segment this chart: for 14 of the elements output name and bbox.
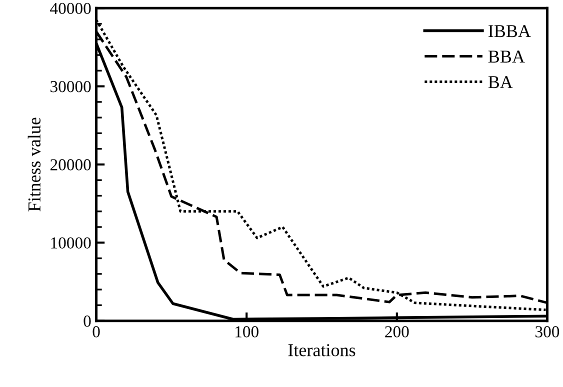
y-tick-label: 20000 [50,159,91,170]
legend-label: IBBA [488,25,531,38]
x-tick-label: 100 [236,326,258,338]
y-tick-label: 30000 [50,81,91,92]
legend-label: BA [488,76,513,88]
legend-label: BBA [488,50,525,63]
y-tick-label: 0 [84,316,91,327]
x-axis-title: Iterations [288,344,356,356]
x-tick-label: 200 [385,326,409,338]
y-axis-title: Fitness value [28,118,41,212]
y-tick-label: 40000 [50,2,91,14]
x-tick-label: 0 [92,326,100,338]
y-tick-label: 10000 [51,237,91,249]
x-tick-label: 300 [536,326,560,338]
